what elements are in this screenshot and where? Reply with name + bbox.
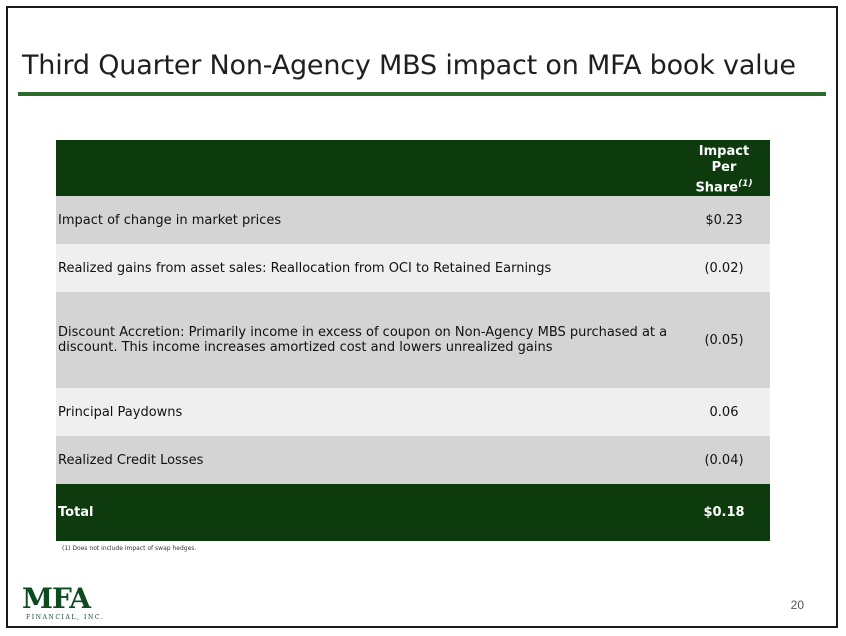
row-value: 0.06 [680,388,770,437]
table-row: Realized Credit Losses (0.04) [56,436,770,485]
row-value: (0.05) [680,292,770,389]
row-value: $0.23 [680,196,770,245]
row-label: Realized gains from asset sales: Realloc… [56,244,680,293]
header-line1: Impact [698,144,750,159]
impact-table: Impact Per Share(1) Impact of change in … [56,140,770,542]
row-value: (0.04) [680,436,770,485]
row-label: Impact of change in market prices [56,196,680,245]
header-blank-cell [56,140,680,197]
mfa-logo: MFA FINANCIAL, INC. [22,585,118,625]
page-number: 20 [790,598,804,612]
table-row: Principal Paydowns 0.06 [56,388,770,437]
header-footnote-marker: (1) [738,179,753,189]
table-row: Realized gains from asset sales: Realloc… [56,244,770,293]
slide-title: Third Quarter Non-Agency MBS impact on M… [22,50,796,81]
table-total-row: Total $0.18 [56,484,770,542]
total-value: $0.18 [680,484,770,542]
row-label: Realized Credit Losses [56,436,680,485]
row-label: Principal Paydowns [56,388,680,437]
table-header-row: Impact Per Share(1) [56,140,770,197]
row-label: Discount Accretion: Primarily income in … [56,292,680,389]
logo-wordmark: MFA [22,582,91,615]
header-impact-per-share: Impact Per Share(1) [680,140,770,197]
title-underline [18,92,826,96]
total-label: Total [56,484,680,542]
logo-subtitle: FINANCIAL, INC. [26,614,105,621]
row-value: (0.02) [680,244,770,293]
footnote: (1) Does not include impact of swap hedg… [62,545,197,552]
table-row: Discount Accretion: Primarily income in … [56,292,770,389]
table-row: Impact of change in market prices $0.23 [56,196,770,245]
header-line2: Per Share [695,160,739,196]
